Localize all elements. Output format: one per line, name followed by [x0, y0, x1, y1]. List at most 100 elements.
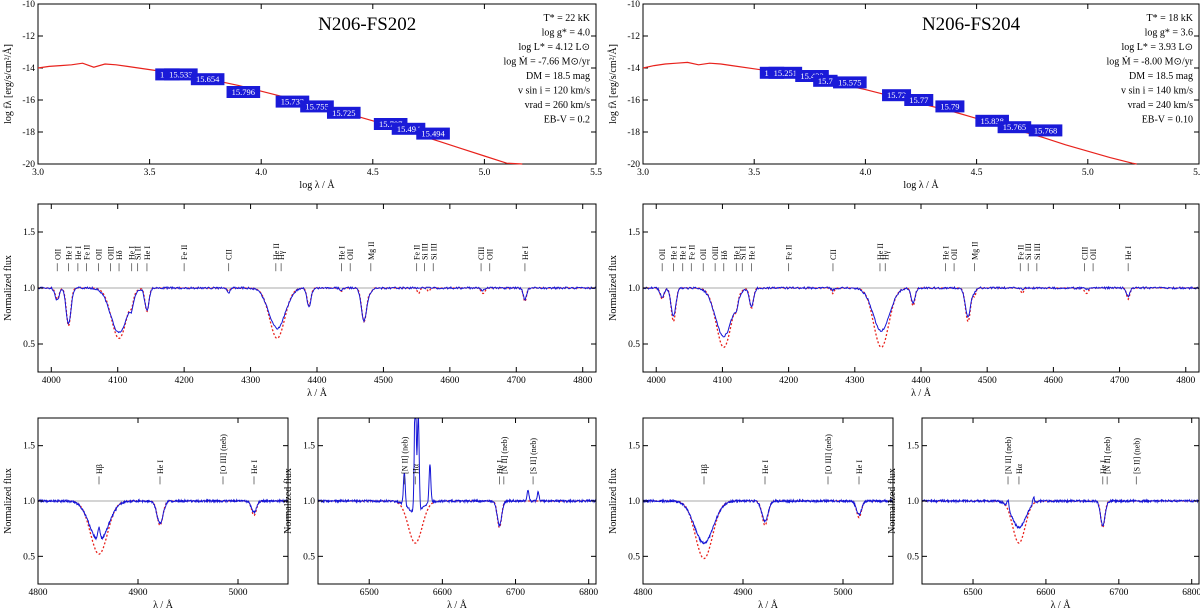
line-id-label: He I: [679, 246, 688, 260]
x-tick-label: 4500: [978, 376, 997, 386]
y-tick-label: -18: [22, 128, 35, 138]
x-tick-label: 4500: [374, 376, 393, 386]
parameter-label: v sin i = 140 km/s: [1121, 86, 1193, 97]
x-tick-label: 5.5: [1193, 168, 1200, 178]
x-tick-label: 4600: [440, 376, 459, 386]
line-id-label: He I: [143, 246, 152, 260]
observed-spectrum: [643, 285, 1199, 338]
line-id-label: OII: [486, 249, 495, 260]
x-tick-label: 4800: [634, 588, 653, 598]
x-tick-label: 4100: [108, 376, 127, 386]
line-id-label: Fe II: [785, 244, 794, 260]
x-tick-label: 4000: [42, 376, 61, 386]
y-tick-label: -20: [627, 160, 640, 170]
y-axis-label: Normalized flux: [283, 468, 294, 534]
x-tick-label: 6600: [1036, 588, 1055, 598]
photometry-box: [813, 74, 838, 87]
photometry-box: [164, 68, 198, 81]
photometry-label: 15.755: [305, 101, 328, 111]
observed-spectrum: [922, 495, 1199, 530]
y-axis-label: Normalized flux: [608, 468, 619, 534]
line-id-label: He I: [250, 460, 259, 474]
y-tick-label: 1.5: [303, 442, 315, 452]
line-id-label: He II: [876, 243, 885, 260]
x-axis-label: λ / Å: [307, 387, 328, 399]
x-tick-label: 6500: [360, 588, 379, 598]
line-id-label: CII: [225, 249, 234, 260]
x-axis-label: λ / Å: [758, 599, 779, 611]
y-tick-label: -10: [627, 0, 640, 10]
y-tick-label: 1.5: [628, 228, 640, 238]
photometry-box: [882, 89, 912, 102]
x-tick-label: 5.5: [590, 168, 602, 178]
sed-left-panel: 3.0 3.5 4.0 4.5 5.0 5.5 -10 -12 -14 -16 -18 -20 log …: [2, 0, 602, 191]
x-tick-label: 6700: [506, 588, 525, 598]
parameter-label: log g* = 3.6: [1145, 28, 1193, 39]
line-id-label: He I: [748, 246, 757, 260]
parameter-label: T* = 18 kK: [1147, 13, 1194, 24]
y-tick-label: -18: [627, 128, 640, 138]
y-tick-label: 0.5: [23, 552, 35, 562]
line-id-label: Mg II: [367, 241, 376, 260]
line-id-label: He I: [941, 246, 950, 260]
photometry-label: 15.796: [232, 87, 255, 97]
line-id-label: He I: [74, 246, 83, 260]
x-tick-label: 4900: [734, 588, 753, 598]
photometry-box: [300, 100, 334, 113]
parameter-label: log Ṁ = -7.66 M⊙/yr: [503, 56, 590, 68]
x-tick-label: 4300: [845, 376, 864, 386]
line-id-label: Fe II: [180, 244, 189, 260]
photometry-box: [416, 127, 450, 140]
x-tick-label: 5.0: [478, 168, 490, 178]
line-id-label: Si III: [429, 243, 438, 260]
line-id-label: OII: [53, 249, 62, 260]
line-id-label: Hβ: [95, 464, 104, 474]
photometry-label: 15.765: [1003, 122, 1026, 132]
parameter-label: log L* = 3.93 L⊙: [1121, 42, 1193, 53]
x-tick-label: 4800: [29, 588, 48, 598]
hb-right-panel: 4800 4900 5000 0.5 1.0 1.5 λ / Å Normalized flu…: [608, 417, 894, 611]
parameter-label: EB-V = 0.2: [544, 115, 590, 126]
line-id-label: [N II] (neb): [1004, 436, 1013, 474]
line-id-label: He I: [761, 460, 770, 474]
line-id-label: Fe II: [413, 244, 422, 260]
photometry-label: 15.725: [332, 108, 355, 118]
y-axis-label: Normalized flux: [3, 468, 14, 534]
photometry-label: 15.494: [421, 129, 445, 139]
y-tick-label: -20: [22, 160, 35, 170]
x-tick-label: 4200: [779, 376, 798, 386]
photometry-label: 15.7: [818, 76, 833, 86]
line-id-label: Si III: [421, 243, 430, 260]
line-id-label: He I: [495, 460, 504, 474]
photometry-label: 15.838: [980, 116, 1003, 126]
line-id-label: Si III: [1024, 243, 1033, 260]
parameter-label: log g* = 4.0: [542, 28, 590, 39]
y-tick-label: 1.5: [907, 442, 919, 452]
x-tick-label: 4900: [129, 588, 148, 598]
parameter-label: DM = 18.5 mag: [526, 71, 590, 82]
photometry-box: [904, 94, 934, 106]
photometry-label: 15.77: [909, 95, 928, 105]
x-axis-label: λ / Å: [1051, 599, 1072, 611]
line-id-label: He I: [65, 246, 74, 260]
photometry-box: [326, 106, 361, 119]
y-tick-label: 1.5: [628, 442, 640, 452]
parameter-label: vrad = 240 km/s: [1128, 100, 1193, 111]
y-axis-label: Normalized flux: [887, 468, 898, 534]
x-axis-label: λ / Å: [447, 599, 468, 611]
x-tick-label: 4.0: [255, 168, 267, 178]
x-axis-label: log λ / Å: [299, 179, 335, 191]
line-id-label: He I: [156, 460, 165, 474]
parameter-label: DM = 18.5 mag: [1129, 71, 1193, 82]
parameter-label: EB-V = 0.10: [1142, 115, 1193, 126]
x-tick-label: 3.5: [144, 168, 156, 178]
blue-left-panel: 4000 4100 4200 4300 4400 4500 4600 4700 4800 0.5 1…: [3, 203, 597, 399]
x-tick-label: 3.0: [32, 168, 44, 178]
y-axis-label: log fλ [erg/s/cm²/Å]: [607, 44, 619, 124]
x-tick-label: 4200: [175, 376, 194, 386]
line-id-label: Hα: [1015, 463, 1024, 474]
parameter-label: log L* = 4.12 L⊙: [518, 42, 590, 53]
line-id-label: Hδ: [115, 250, 124, 260]
model-spectrum: [38, 500, 288, 555]
